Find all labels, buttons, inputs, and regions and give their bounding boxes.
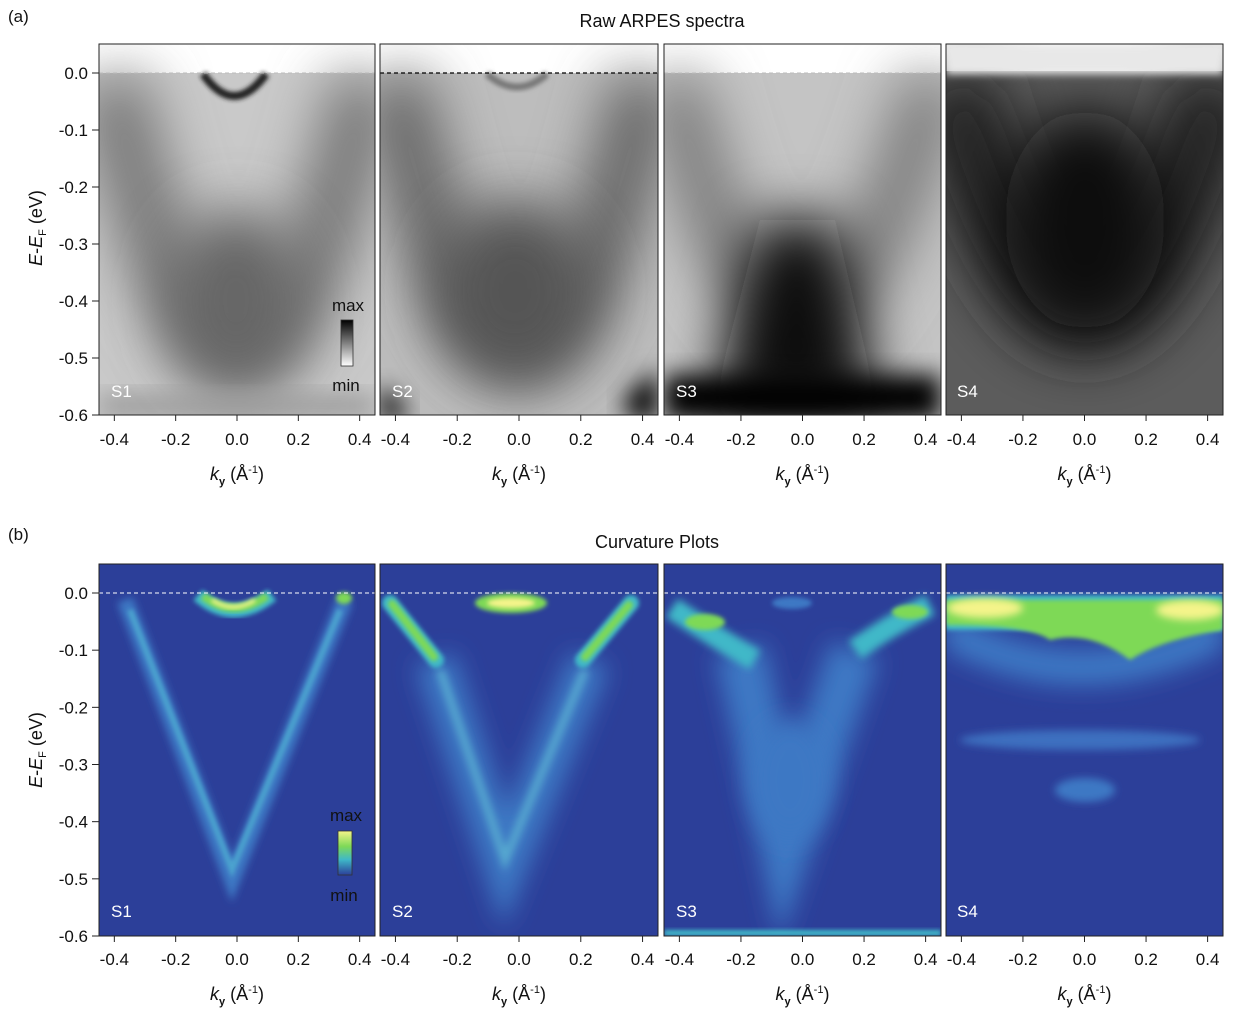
y-tick-label: 0.0: [64, 64, 88, 83]
y-tick-label: 0.0: [64, 584, 88, 603]
x-tick-label: 0.0: [1073, 430, 1097, 449]
x-axis-label: ky (Å-1): [776, 464, 830, 488]
colorbar-raw-max: max: [332, 296, 365, 315]
colorbar-raw: max min: [332, 296, 365, 395]
x-tick-label: 0.2: [569, 430, 593, 449]
x-tick-label: 0.2: [569, 950, 593, 969]
raw-spectrum-s1: [98, 43, 376, 416]
y-tick-label: -0.2: [59, 698, 88, 717]
x-tick-label: 0.4: [1196, 430, 1220, 449]
x-tick-label: -0.2: [726, 430, 755, 449]
x-tick-label: -0.4: [100, 950, 129, 969]
y-tick-label: -0.6: [59, 927, 88, 946]
x-tick-label: -0.2: [726, 950, 755, 969]
x-tick-label: -0.2: [1008, 950, 1037, 969]
y-tick-label: -0.5: [59, 870, 88, 889]
panel-label-b: (b): [8, 525, 29, 544]
raw-spectrum-s4: [945, 43, 1224, 416]
panel-title-raw: Raw ARPES spectra: [579, 11, 745, 31]
x-tick-label: -0.4: [947, 950, 976, 969]
x-tick-label: 0.0: [791, 430, 815, 449]
colorbar-curvature-max: max: [330, 806, 363, 825]
x-tick-label: 0.0: [1073, 950, 1097, 969]
x-axis-labels: ky (Å-1) ky (Å-1) ky (Å-1) ky (Å-1) ky (Å-1)…: [210, 464, 1111, 1008]
x-tick-label: 0.2: [1134, 950, 1158, 969]
x-tick-label: -0.4: [381, 430, 410, 449]
colorbar-raw-min: min: [332, 376, 359, 395]
curvature-s1: [98, 563, 376, 937]
x-tick-label: -0.4: [100, 430, 129, 449]
x-tick-label: -0.2: [161, 950, 190, 969]
sample-label-curv-s1: S1: [111, 902, 132, 921]
y-ticks-raw: 0.0 -0.1 -0.2 -0.3 -0.4 -0.5 -0.6: [59, 64, 99, 425]
x-tick-label: 0.2: [287, 430, 311, 449]
sample-label-raw-s2: S2: [392, 382, 413, 401]
x-tick-label: 0.0: [225, 430, 249, 449]
y-tick-label: -0.5: [59, 349, 88, 368]
sample-label-raw-s1: S1: [111, 382, 132, 401]
sample-label-curv-s4: S4: [957, 902, 978, 921]
x-axis-label: ky (Å-1): [1058, 984, 1112, 1008]
y-tick-label: -0.3: [59, 756, 88, 775]
raw-spectrum-s3: [663, 43, 942, 416]
x-tick-label: -0.4: [947, 430, 976, 449]
x-tick-label: 0.0: [507, 430, 531, 449]
x-tick-label: 0.0: [507, 950, 531, 969]
x-tick-label: 0.4: [914, 950, 938, 969]
sample-label-raw-s3: S3: [676, 382, 697, 401]
x-tick-label: 0.2: [1134, 430, 1158, 449]
x-tick-label: 0.2: [852, 430, 876, 449]
x-tick-label: -0.4: [665, 430, 694, 449]
sample-labels-curvature: S1 S2 S3 S4: [111, 902, 978, 921]
panel-label-a: (a): [8, 7, 29, 26]
x-ticks-raw: -0.4 -0.2 0.0 0.2 0.4 -0.4 -0.2 0.0 0.2 0.4 -0.4 -0…: [100, 415, 1220, 449]
x-axis-label: ky (Å-1): [1058, 464, 1112, 488]
y-tick-label: -0.1: [59, 641, 88, 660]
y-tick-label: -0.4: [59, 292, 88, 311]
y-tick-label: -0.3: [59, 235, 88, 254]
colorbar-curvature: max min: [330, 806, 363, 905]
x-tick-label: -0.2: [443, 430, 472, 449]
y-tick-label: -0.6: [59, 406, 88, 425]
sample-labels-raw: S1 S2 S3 S4: [111, 382, 978, 401]
x-axis-label: ky (Å-1): [776, 984, 830, 1008]
x-tick-label: -0.4: [381, 950, 410, 969]
y-tick-label: -0.4: [59, 813, 88, 832]
raw-spectrum-s2: [379, 43, 659, 416]
x-tick-label: 0.2: [287, 950, 311, 969]
x-tick-label: 0.4: [1196, 950, 1220, 969]
x-tick-label: 0.4: [348, 430, 372, 449]
curvature-s3: [663, 563, 942, 937]
x-tick-label: 0.4: [631, 430, 655, 449]
x-tick-label: -0.4: [665, 950, 694, 969]
curvature-s2: [379, 563, 659, 937]
y-ticks-curvature: 0.0 -0.1 -0.2 -0.3 -0.4 -0.5 -0.6: [59, 584, 99, 946]
panel-title-curvature: Curvature Plots: [595, 532, 719, 552]
colorbar-curvature-min: min: [330, 886, 357, 905]
x-tick-label: 0.0: [791, 950, 815, 969]
x-tick-label: 0.0: [225, 950, 249, 969]
sample-label-curv-s3: S3: [676, 902, 697, 921]
x-tick-label: 0.4: [631, 950, 655, 969]
x-tick-label: 0.4: [348, 950, 372, 969]
y-tick-label: -0.1: [59, 121, 88, 140]
x-axis-label: ky (Å-1): [492, 464, 546, 488]
x-tick-label: -0.2: [443, 950, 472, 969]
x-tick-label: 0.4: [914, 430, 938, 449]
y-axis-label-a: E-EF (eV): [26, 190, 49, 266]
x-axis-label: ky (Å-1): [210, 984, 264, 1008]
sample-label-raw-s4: S4: [957, 382, 978, 401]
y-axis-label-b: E-EF (eV): [26, 712, 49, 788]
curvature-s4: [945, 563, 1224, 937]
x-ticks-curvature: -0.4 -0.2 0.0 0.2 0.4 -0.4 -0.2 0.0 0.2 0.4 -0.4 -0…: [100, 936, 1220, 969]
x-axis-label: ky (Å-1): [210, 464, 264, 488]
y-tick-label: -0.2: [59, 178, 88, 197]
x-axis-label: ky (Å-1): [492, 984, 546, 1008]
x-tick-label: 0.2: [852, 950, 876, 969]
x-tick-label: -0.2: [161, 430, 190, 449]
x-tick-label: -0.2: [1008, 430, 1037, 449]
sample-label-curv-s2: S2: [392, 902, 413, 921]
